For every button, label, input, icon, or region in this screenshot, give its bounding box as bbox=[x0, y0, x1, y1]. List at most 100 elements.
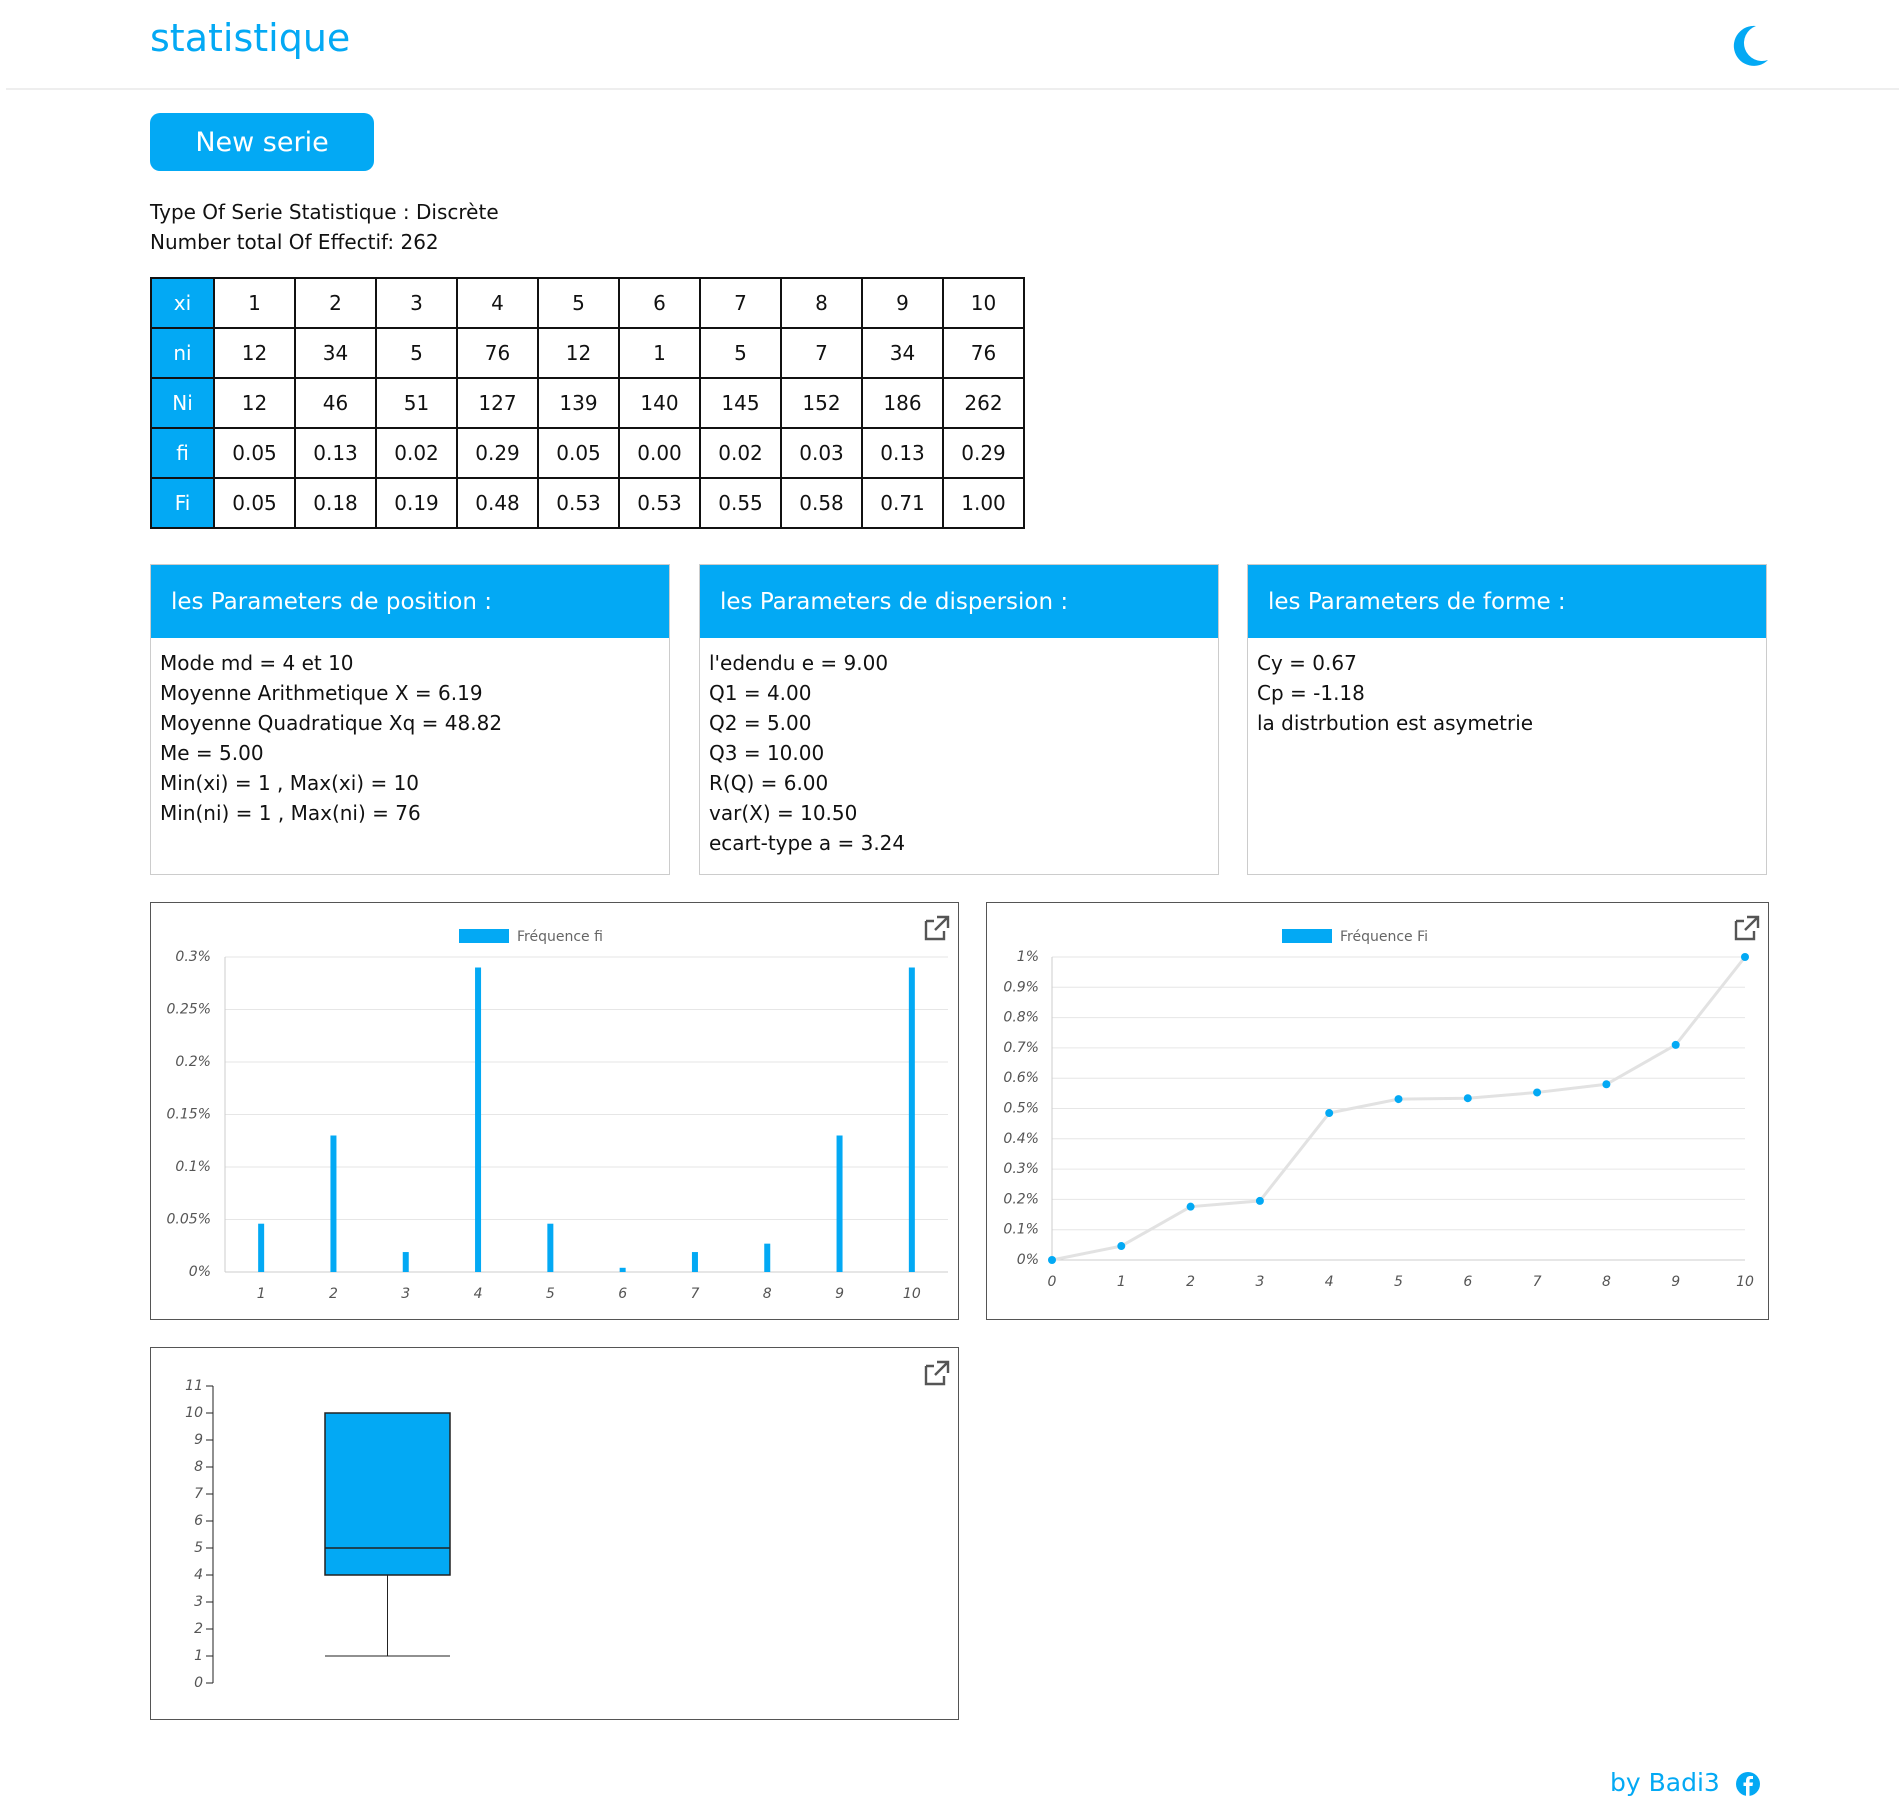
y-tick-label: 0.6% bbox=[1003, 1070, 1039, 1086]
y-tick-label: 9 bbox=[194, 1432, 203, 1448]
table-cell: 4 bbox=[456, 277, 539, 329]
table-cell: 0.05 bbox=[213, 427, 296, 479]
table-cell: 0.13 bbox=[861, 427, 944, 479]
x-tick-label: 1 bbox=[257, 1286, 266, 1302]
panel-title: les Parameters de position : bbox=[151, 565, 669, 638]
x-tick-label: 4 bbox=[1325, 1274, 1334, 1290]
table-row: Fi 0.05 0.18 0.19 0.48 0.53 0.53 0.55 0.58 0.71 1.… bbox=[150, 477, 1025, 529]
x-tick-label: 9 bbox=[1671, 1274, 1680, 1290]
panel-line: Cp = -1.18 bbox=[1257, 681, 1365, 705]
row-header: xi bbox=[150, 277, 215, 329]
table-cell: 46 bbox=[294, 377, 377, 429]
panel-body: l'edendu e = 9.00 Q1 = 4.00 Q2 = 5.00 Q3 = … bbox=[700, 638, 1218, 858]
table-cell: 0.18 bbox=[294, 477, 377, 529]
point bbox=[1117, 1242, 1126, 1251]
y-tick-label: 6 bbox=[194, 1513, 203, 1529]
panel-line: Mode md = 4 et 10 bbox=[160, 651, 354, 675]
box-plot-card: 0 1 2 3 4 5 6 7 8 9 10 11 bbox=[150, 1347, 959, 1720]
parameter-panel: les Parameters de dispersion : l'edendu e… bbox=[699, 564, 1219, 875]
legend-label: Fréquence fi bbox=[517, 929, 603, 945]
point bbox=[1741, 953, 1749, 961]
point bbox=[1602, 1080, 1611, 1089]
footer-credit: by Badi3 bbox=[1610, 1768, 1720, 1797]
panel-line: Me = 5.00 bbox=[160, 741, 264, 765]
new-serie-button[interactable]: New serie bbox=[150, 113, 374, 171]
y-tick-label: 11 bbox=[185, 1378, 203, 1394]
y-tick-label: 1 bbox=[194, 1648, 203, 1664]
legend-swatch bbox=[1282, 929, 1332, 943]
y-tick-label: 8 bbox=[194, 1459, 203, 1475]
point bbox=[1255, 1196, 1264, 1205]
header-divider bbox=[6, 88, 1899, 90]
table-cell: 34 bbox=[294, 327, 377, 379]
table-cell: 152 bbox=[780, 377, 863, 429]
point bbox=[1325, 1109, 1334, 1118]
table-cell: 145 bbox=[699, 377, 782, 429]
facebook-icon[interactable] bbox=[1735, 1771, 1761, 1797]
y-tick-label: 0.5% bbox=[1003, 1101, 1039, 1117]
bar bbox=[908, 967, 915, 1272]
table-cell: 0.55 bbox=[699, 477, 782, 529]
box-plot: 0 1 2 3 4 5 6 7 8 9 10 11 bbox=[185, 1360, 950, 1691]
table-cell: 0.29 bbox=[942, 427, 1025, 479]
y-tick-label: 0.4% bbox=[1003, 1131, 1039, 1147]
table-cell: 9 bbox=[861, 277, 944, 329]
y-tick-label: 1% bbox=[1017, 949, 1039, 965]
bar bbox=[764, 1243, 771, 1272]
table-cell: 3 bbox=[375, 277, 458, 329]
table-cell: 0.02 bbox=[699, 427, 782, 479]
table-cell: 1 bbox=[618, 327, 701, 379]
y-tick-label: 0.3% bbox=[175, 949, 211, 965]
table-cell: 0.13 bbox=[294, 427, 377, 479]
table-cell: 262 bbox=[942, 377, 1025, 429]
app-title: statistique bbox=[150, 16, 351, 60]
x-tick-label: 7 bbox=[1533, 1274, 1542, 1290]
point bbox=[1533, 1088, 1542, 1097]
x-tick-label: 6 bbox=[1463, 1274, 1472, 1290]
x-tick-label: 8 bbox=[763, 1286, 772, 1302]
point bbox=[1186, 1202, 1195, 1211]
open-external-icon bbox=[924, 1360, 950, 1386]
panel-line: Min(ni) = 1 , Max(ni) = 76 bbox=[160, 801, 421, 825]
table-cell: 7 bbox=[780, 327, 863, 379]
table-cell: 5 bbox=[375, 327, 458, 379]
table-row: Ni 12 46 51 127 139 140 145 152 186 262 bbox=[150, 377, 1025, 429]
row-header: Fi bbox=[150, 477, 215, 529]
panel-body: Mode md = 4 et 10 Moyenne Arithmetique X … bbox=[151, 638, 669, 828]
panel-line: la distrbution est asymetrie bbox=[1257, 711, 1534, 735]
x-tick-label: 9 bbox=[835, 1286, 844, 1302]
table-cell: 5 bbox=[699, 327, 782, 379]
total-effectif: Number total Of Effectif: 262 bbox=[150, 230, 439, 254]
table-cell: 51 bbox=[375, 377, 458, 429]
panel-line: Q3 = 10.00 bbox=[709, 741, 825, 765]
y-tick-label: 0.7% bbox=[1003, 1040, 1039, 1056]
panel-line: l'edendu e = 9.00 bbox=[709, 651, 889, 675]
table-cell: 34 bbox=[861, 327, 944, 379]
legend-swatch bbox=[459, 929, 509, 943]
table-cell: 5 bbox=[537, 277, 620, 329]
panel-line: Moyenne Arithmetique X = 6.19 bbox=[160, 681, 483, 705]
bar bbox=[836, 1135, 843, 1272]
panel-line: Moyenne Quadratique Xq = 48.82 bbox=[160, 711, 503, 735]
table-cell: 0.00 bbox=[618, 427, 701, 479]
theme-toggle[interactable] bbox=[1730, 24, 1770, 68]
point bbox=[1463, 1094, 1472, 1103]
panel-line: Min(xi) = 1 , Max(xi) = 10 bbox=[160, 771, 420, 795]
x-tick-label: 10 bbox=[903, 1286, 921, 1302]
x-tick-label: 3 bbox=[1255, 1274, 1264, 1290]
panel-title: les Parameters de dispersion : bbox=[700, 565, 1218, 638]
table-cell: 0.29 bbox=[456, 427, 539, 479]
panel-line: var(X) = 10.50 bbox=[709, 801, 858, 825]
y-tick-label: 0.1% bbox=[1003, 1222, 1039, 1238]
table-row: xi 1 2 3 4 5 6 7 8 9 10 bbox=[150, 277, 1025, 329]
table-cell: 0.58 bbox=[780, 477, 863, 529]
bar bbox=[691, 1252, 698, 1272]
line-chart-card: 0% 0.1% 0.2% 0.3% 0.4% 0.5% 0.6% 0.7% 0.8% 0.9% 1%… bbox=[986, 902, 1769, 1320]
table-cell: 127 bbox=[456, 377, 539, 429]
y-tick-label: 5 bbox=[194, 1540, 203, 1556]
table-cell: 0.05 bbox=[213, 477, 296, 529]
y-tick-label: 3 bbox=[194, 1594, 203, 1610]
x-tick-label: 3 bbox=[401, 1286, 410, 1302]
x-tick-label: 8 bbox=[1602, 1274, 1611, 1290]
x-tick-label: 0 bbox=[1048, 1274, 1057, 1290]
